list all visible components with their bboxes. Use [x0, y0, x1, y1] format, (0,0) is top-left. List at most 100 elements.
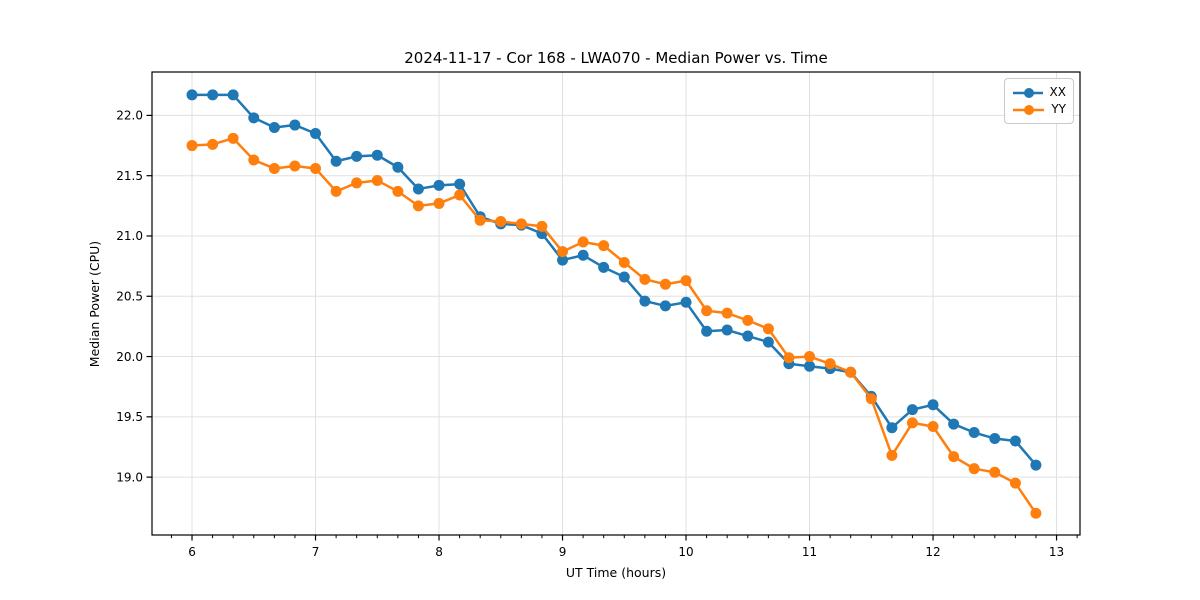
x-tick-label: 8	[435, 545, 443, 559]
data-point-xx	[639, 295, 651, 307]
x-tick-label: 11	[802, 545, 817, 559]
data-point-yy	[268, 162, 280, 174]
data-point-xx	[762, 336, 774, 348]
data-point-yy	[804, 351, 816, 363]
data-point-yy	[227, 132, 239, 144]
data-point-yy	[474, 214, 486, 226]
data-point-xx	[330, 155, 342, 167]
data-point-yy	[186, 140, 198, 152]
data-point-yy	[680, 275, 692, 287]
data-point-yy	[536, 220, 548, 232]
data-point-yy	[495, 216, 507, 228]
data-point-xx	[948, 418, 960, 430]
x-tick-label: 10	[678, 545, 693, 559]
data-point-xx	[1030, 459, 1042, 471]
data-point-yy	[948, 451, 960, 463]
data-point-xx	[268, 121, 280, 133]
y-tick-label: 19.5	[116, 410, 143, 424]
legend-dot-xx	[1024, 87, 1034, 98]
y-tick-label: 21.5	[116, 169, 143, 183]
data-point-xx	[351, 150, 363, 162]
data-point-xx	[804, 360, 816, 372]
data-point-xx	[742, 330, 754, 342]
data-point-xx	[557, 254, 569, 266]
data-point-xx	[289, 119, 301, 131]
data-point-yy	[515, 218, 527, 230]
y-tick-label: 19.0	[116, 470, 143, 484]
legend: XX YY	[1004, 78, 1074, 124]
data-point-xx	[186, 89, 198, 101]
data-point-yy	[310, 162, 322, 174]
data-point-xx	[227, 89, 239, 101]
data-point-yy	[618, 257, 630, 269]
data-point-yy	[865, 393, 877, 405]
data-point-xx	[577, 249, 589, 261]
data-point-yy	[289, 160, 301, 172]
data-point-yy	[351, 177, 363, 189]
legend-label-yy: YY	[1051, 102, 1066, 116]
data-point-yy	[330, 185, 342, 197]
data-point-xx	[371, 149, 383, 161]
data-point-yy	[639, 273, 651, 285]
data-point-xx	[659, 300, 671, 312]
legend-marker-xx-icon	[1013, 87, 1043, 98]
data-point-yy	[886, 449, 898, 461]
data-point-xx	[598, 261, 610, 273]
axis-layer: 6 7 8 9 10 11 12 13 19.0 19.5 20.0 20.5 21.0 21.5 22.0	[116, 109, 1078, 559]
data-point-yy	[392, 185, 404, 197]
data-point-xx	[927, 399, 939, 411]
y-tick-label: 20.0	[116, 350, 143, 364]
chart-title: 2024-11-17 - Cor 168 - LWA070 - Median P…	[404, 49, 828, 67]
data-point-yy	[742, 314, 754, 326]
data-point-yy	[577, 236, 589, 248]
data-point-yy	[659, 278, 671, 290]
data-point-xx	[680, 296, 692, 308]
data-point-yy	[1030, 507, 1042, 519]
data-point-xx	[1009, 435, 1021, 447]
data-point-yy	[557, 246, 569, 258]
grid-layer	[152, 72, 1080, 535]
legend-entry-yy: YY	[1012, 101, 1066, 118]
legend-marker-yy-icon	[1013, 104, 1045, 115]
data-point-xx	[433, 179, 445, 191]
data-point-yy	[845, 366, 857, 378]
data-point-yy	[433, 197, 445, 209]
data-point-xx	[207, 89, 219, 101]
data-point-yy	[824, 358, 836, 370]
data-point-yy	[721, 307, 733, 319]
data-point-yy	[989, 466, 1001, 478]
data-point-yy	[762, 323, 774, 335]
data-point-yy	[454, 189, 466, 201]
y-axis-label: Median Power (CPU)	[87, 241, 102, 367]
x-tick-label: 9	[559, 545, 567, 559]
y-tick-label: 21.0	[116, 229, 143, 243]
x-axis-label: UT Time (hours)	[566, 565, 666, 580]
data-point-xx	[618, 271, 630, 283]
data-point-yy	[968, 463, 980, 475]
data-point-yy	[371, 175, 383, 187]
data-point-xx	[248, 112, 260, 124]
data-point-xx	[412, 183, 424, 195]
legend-entry-xx: XX	[1012, 84, 1066, 101]
data-point-yy	[701, 305, 713, 317]
x-tick-label: 12	[925, 545, 940, 559]
data-point-yy	[412, 200, 424, 212]
data-point-xx	[886, 422, 898, 434]
data-point-xx	[701, 325, 713, 337]
x-tick-label: 7	[312, 545, 320, 559]
data-point-yy	[598, 240, 610, 252]
data-point-yy	[1009, 477, 1021, 489]
x-tick-label: 6	[188, 545, 196, 559]
data-point-xx	[310, 127, 322, 139]
data-point-xx	[989, 433, 1001, 445]
data-point-yy	[207, 138, 219, 150]
data-point-yy	[906, 417, 918, 429]
data-point-yy	[927, 420, 939, 432]
data-point-xx	[721, 324, 733, 336]
data-point-xx	[392, 161, 404, 173]
data-point-xx	[968, 427, 980, 439]
x-tick-label: 13	[1049, 545, 1064, 559]
series-line-yy	[190, 137, 1038, 515]
